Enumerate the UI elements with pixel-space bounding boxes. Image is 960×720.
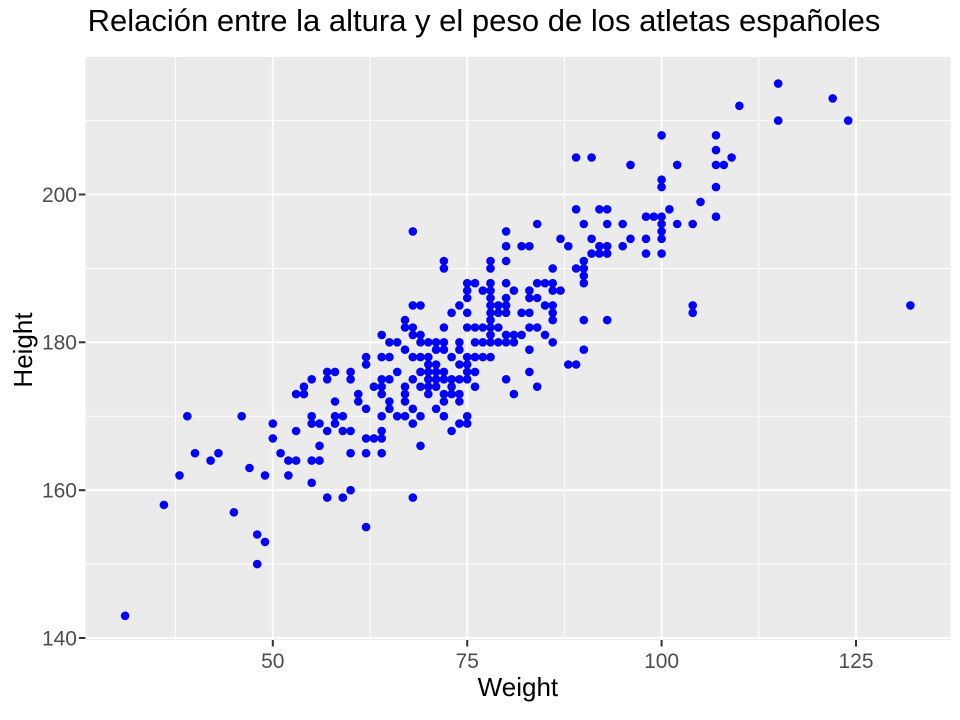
svg-text:Relación entre la altura y el: Relación entre la altura y el peso de lo… <box>88 3 881 38</box>
svg-text:200: 200 <box>42 184 77 207</box>
svg-text:180: 180 <box>42 332 77 355</box>
svg-text:Height: Height <box>8 312 38 388</box>
svg-text:75: 75 <box>456 650 479 673</box>
svg-text:100: 100 <box>644 650 679 673</box>
svg-text:125: 125 <box>838 650 873 673</box>
svg-text:160: 160 <box>42 480 77 503</box>
svg-text:50: 50 <box>261 650 284 673</box>
svg-text:Weight: Weight <box>478 672 559 702</box>
svg-text:140: 140 <box>42 627 77 650</box>
